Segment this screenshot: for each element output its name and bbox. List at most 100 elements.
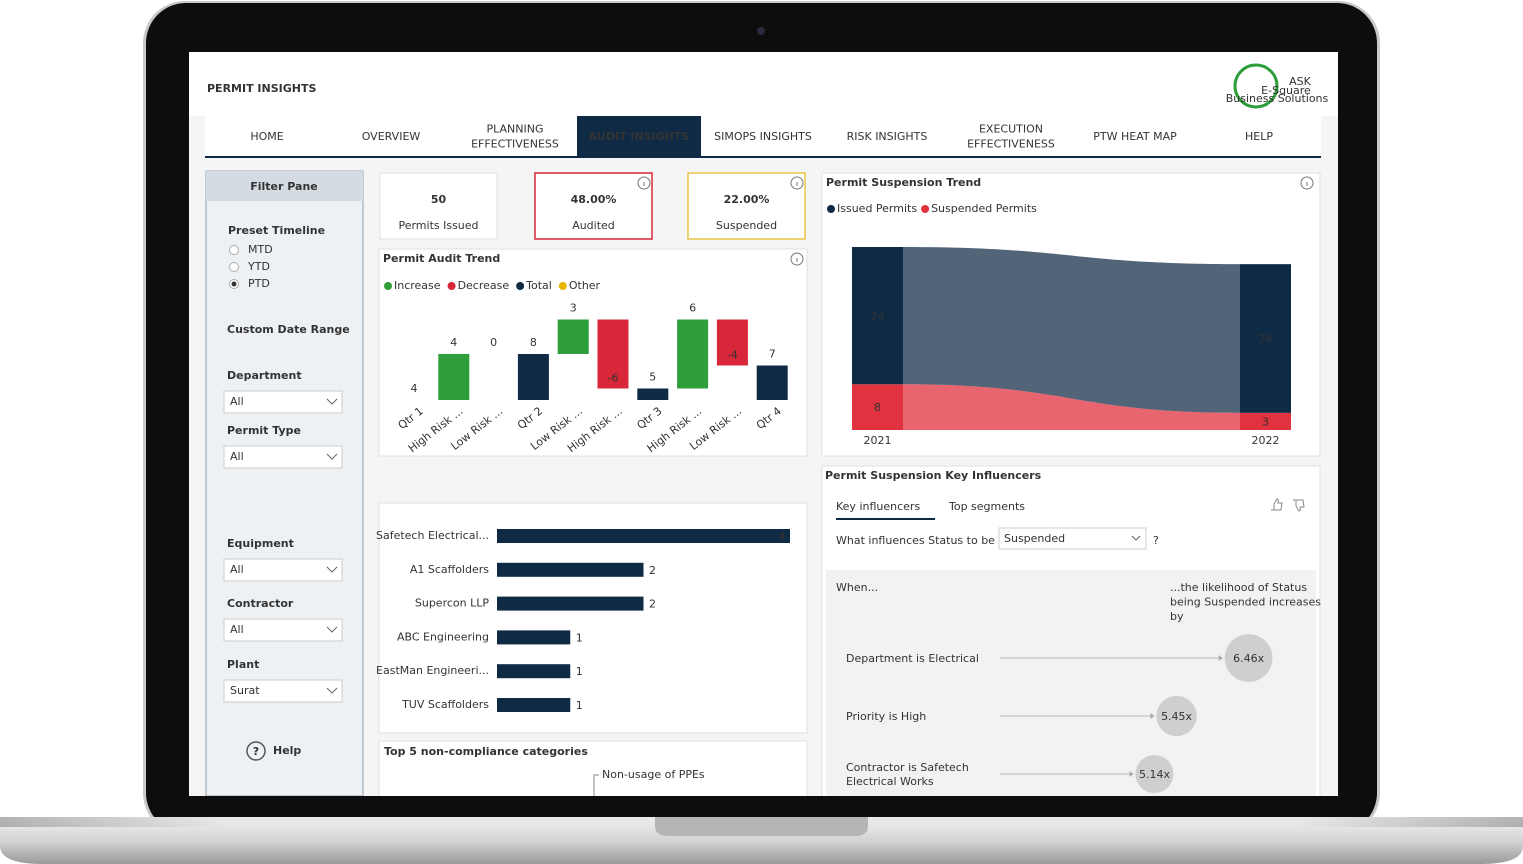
influencer-arrow [1150,713,1155,719]
influencer-value: 5.14x [1139,768,1170,781]
influencer-bubble[interactable] [1135,754,1174,794]
legend-label: Suspended Permits [931,202,1037,215]
x-tick-label: 2022 [1252,434,1280,447]
ribbon-column [852,384,903,430]
influencer-label: Department is Electrical [846,652,979,665]
status-dropdown[interactable] [998,527,1147,550]
y-tick-label: Safetech Electrical... [376,529,489,542]
likelihood-label: ...the likelihood of Status [1170,581,1307,594]
influencer-bubble[interactable] [1156,695,1197,737]
legend-swatch [921,205,930,213]
nav-tab-active[interactable] [577,116,701,157]
dropdown-chevron [1131,535,1141,541]
bezel-bottom [189,796,1338,817]
chart-title: Permit Suspension Trend [826,176,981,189]
legend-swatch [447,282,456,290]
y-tick-label: ABC Engineering [397,630,489,643]
dropdown-chevron [326,398,338,405]
nav-tab-label[interactable]: OVERVIEW [362,130,421,143]
legend-swatch [558,282,567,290]
when-label: When... [836,581,878,594]
dropdown[interactable] [223,390,343,414]
question-mark: ? [1153,534,1159,547]
nav-tab-label[interactable]: HELP [1245,130,1273,143]
nav-tab-label[interactable]: HOME [250,130,283,143]
influencer-arrow [1129,771,1134,777]
logo-tagline: Business Solutions [1226,92,1329,105]
dropdown[interactable] [223,558,343,582]
thumb-up-icon[interactable] [1271,498,1283,511]
data-label: -4 [727,349,738,362]
filter-pane-title: Filter Pane [250,180,318,193]
help-icon[interactable] [246,741,266,761]
nav-tab-label[interactable]: AUDIT INSIGHTS [589,130,690,143]
y-tick-label: Supercon LLP [415,597,489,610]
influencer-value: 6.46x [1233,652,1264,665]
kpi-value: 48.00% [571,193,617,206]
info-icon [790,252,804,266]
tab[interactable]: Top segments [948,500,1025,513]
panel-title: Top 5 non-compliance categories [384,745,588,758]
y-tick-label: EastMan Engineeri... [376,664,489,677]
dropdown-chevron [326,453,338,460]
dropdown-value[interactable]: Surat [230,684,260,697]
y-tick-label: TUV Scaffolders [401,698,489,711]
radio-label[interactable]: PTD [248,277,270,290]
tab[interactable]: Key influencers [836,500,920,513]
nav-tab-label[interactable]: SIMOPS INSIGHTS [714,130,812,143]
radio[interactable] [229,262,239,272]
kpi-card [687,172,806,240]
help-icon-glyph[interactable]: ? [253,745,259,758]
legend-label: Total [525,279,552,292]
data-label: 4 [450,336,457,349]
radio[interactable] [229,245,239,255]
waterfall-bar [557,319,589,354]
kpi-card [534,172,653,240]
influencer-bubble[interactable] [1224,634,1273,682]
kpi-card [379,172,498,240]
dropdown-chevron [326,566,338,573]
data-label: 8 [530,336,537,349]
dropdown-chevron [326,687,338,694]
dropdown-label: Department [227,369,302,382]
chart-title: Permit Suspension Key Influencers [825,469,1042,482]
data-label: 4 [779,530,786,543]
nav-tab-label[interactable]: PLANNING [487,123,544,136]
kpi-label: Suspended [716,219,777,232]
filter-pane-header [206,171,363,201]
bar [497,698,571,712]
dropdown[interactable] [223,679,343,703]
waterfall-bar [637,388,669,400]
nav-tab-label[interactable]: EXECUTION [979,123,1043,136]
nav-tab-label[interactable]: RISK INSIGHTS [847,130,928,143]
radio-label[interactable]: YTD [247,260,270,273]
waterfall-bar [677,319,709,389]
dropdown-value[interactable]: All [230,450,244,463]
question: What influences Status to be [836,534,995,547]
nav-tab-label[interactable]: EFFECTIVENESS [967,138,1055,151]
data-label: 7 [769,348,776,361]
radio-label[interactable]: MTD [248,243,273,256]
nav-tab-label[interactable]: EFFECTIVENESS [471,138,559,151]
dropdown[interactable] [223,445,343,469]
data-label: 0 [490,336,497,349]
dropdown[interactable] [223,618,343,642]
nav-tab-label[interactable]: PTW HEAT MAP [1093,130,1177,143]
help-label[interactable]: Help [273,744,301,757]
thumb-down-icon[interactable] [1293,499,1305,512]
ribbon [903,384,1240,430]
data-label: 1 [576,699,583,712]
data-label: 6 [689,302,696,315]
radio-dot [231,281,237,287]
dropdown-value[interactable]: All [230,623,244,636]
data-label: 1 [576,631,583,644]
influencer-label: Priority is High [846,710,926,723]
data-label: 26 [1259,333,1273,346]
status-value[interactable]: Suspended [1004,532,1065,545]
logo-ring [1233,63,1279,109]
likelihood-label: being Suspended increases [1170,596,1321,609]
dropdown-value[interactable]: All [230,563,244,576]
dropdown-value[interactable]: All [230,395,244,408]
